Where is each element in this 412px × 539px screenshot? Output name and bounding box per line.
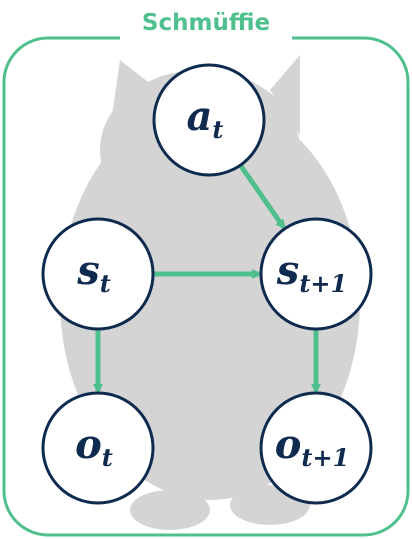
node-label-subscript: t	[100, 269, 111, 298]
node-s_t: st	[41, 217, 155, 331]
title-backing	[120, 6, 292, 40]
node-label-base: o	[75, 421, 102, 468]
node-o_t1: ot+1	[259, 391, 373, 505]
node-label: ot+1	[275, 421, 350, 472]
node-circle	[41, 391, 155, 505]
node-label-subscript: t+1	[301, 443, 349, 472]
node-label: st	[76, 247, 111, 298]
node-label-base: s	[76, 247, 100, 294]
edge-a_t-to-s_t1	[238, 163, 286, 230]
node-circle	[41, 217, 155, 331]
node-o_t: ot	[41, 391, 155, 505]
diagram-title: Schmüffie	[142, 10, 270, 36]
node-label-base: s	[276, 247, 300, 294]
node-circle	[259, 391, 373, 505]
node-label-base: o	[275, 421, 302, 468]
node-label: ot	[75, 421, 113, 472]
node-a_t: at	[152, 63, 266, 177]
node-label: st+1	[276, 247, 347, 298]
node-s_t1: st+1	[259, 217, 373, 331]
node-label-subscript: t	[102, 443, 113, 472]
node-label-subscript: t	[212, 115, 223, 144]
node-label-subscript: t+1	[299, 269, 347, 298]
node-label: at	[186, 93, 223, 144]
node-circle	[259, 217, 373, 331]
node-circle	[152, 63, 266, 177]
node-label-base: a	[186, 93, 212, 140]
